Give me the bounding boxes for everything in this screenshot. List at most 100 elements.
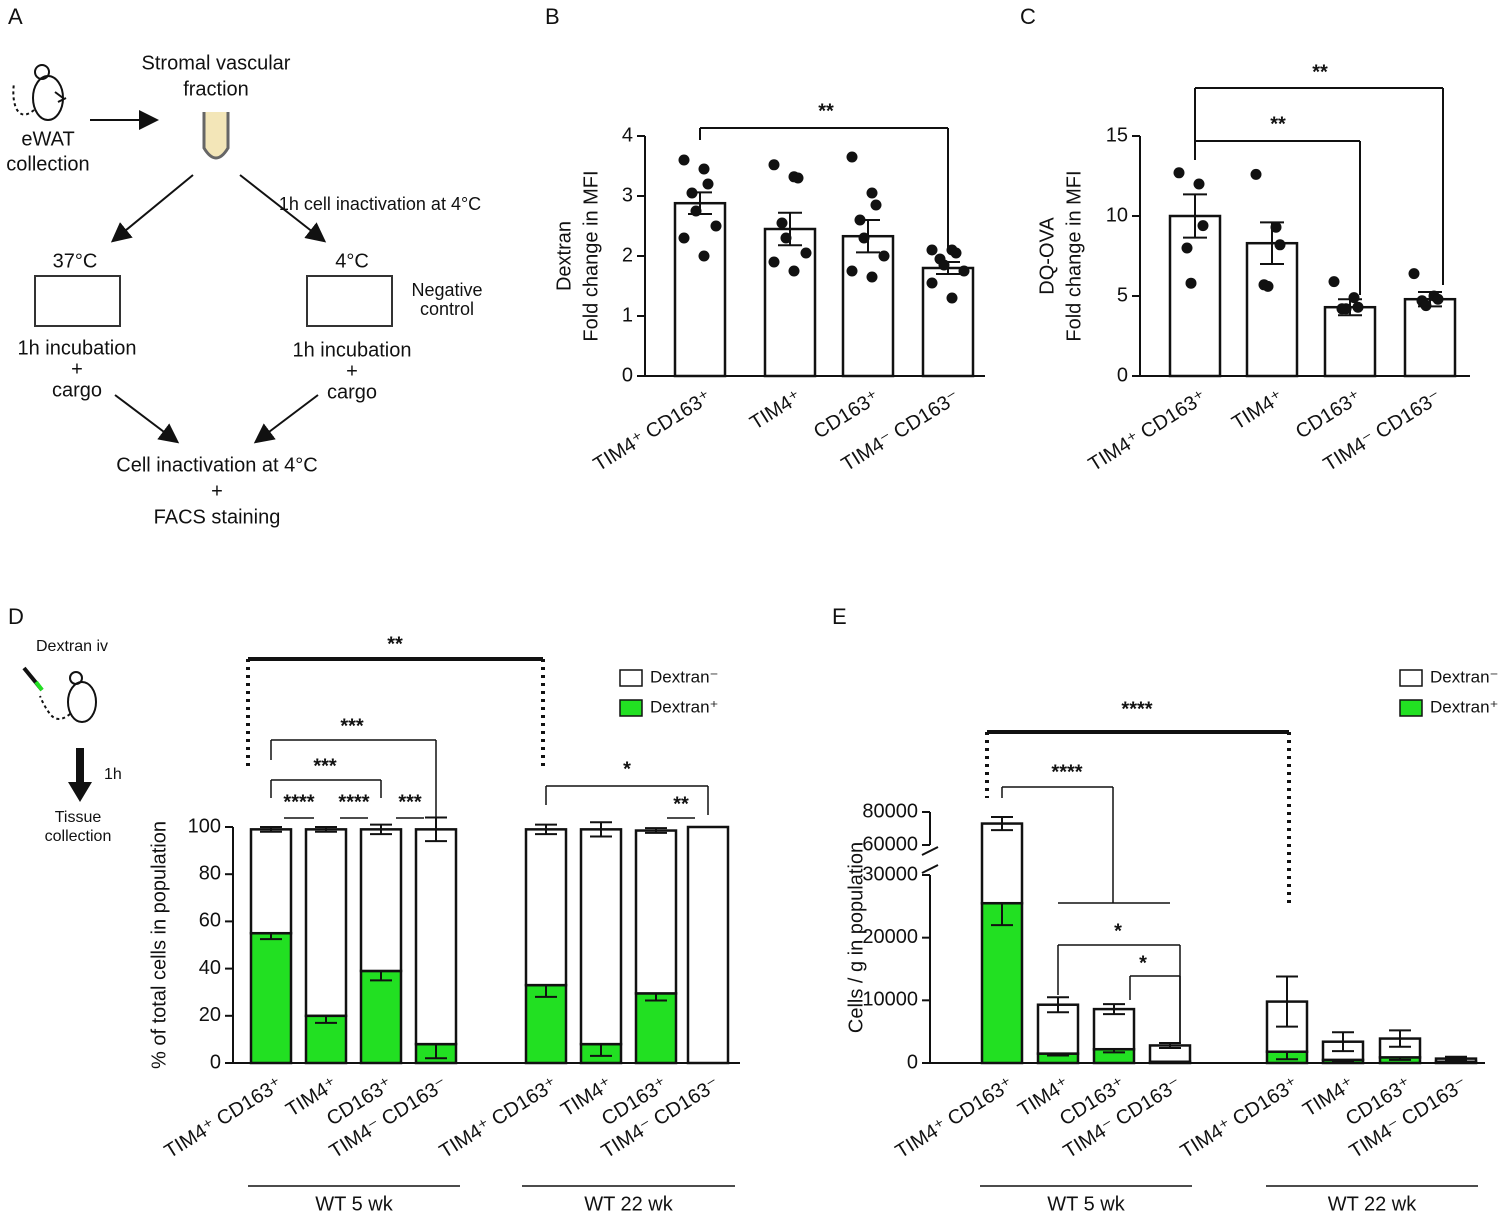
diagram-text: collection	[6, 153, 89, 175]
data-point	[776, 217, 788, 229]
panel-label: E	[832, 604, 847, 629]
y-tick-label: 3	[622, 184, 633, 206]
data-point	[678, 154, 690, 166]
y-tick-label: 40	[199, 957, 221, 979]
panel-d-inset: Dextran iv 1h Tissue collection	[22, 638, 122, 845]
bar-segment	[414, 828, 458, 1046]
diagram-text: 1h cell inactivation at 4°C	[279, 194, 481, 214]
diagram-text: Stromal vascular	[142, 52, 291, 74]
data-point	[866, 187, 878, 199]
data-point	[792, 172, 804, 184]
bar	[1168, 214, 1222, 378]
significance-label: ****	[338, 791, 369, 813]
significance-label: **	[673, 793, 689, 815]
diagram-text: Negative	[411, 280, 482, 300]
y-axis-label: Dextran	[553, 221, 575, 291]
y-tick-label: 80000	[862, 800, 918, 822]
data-point	[1348, 292, 1360, 304]
legend-label: Dextran⁻	[1430, 667, 1499, 686]
diagram-text: +	[211, 480, 223, 502]
data-point	[686, 187, 698, 199]
diagram-text: fraction	[183, 78, 249, 100]
y-tick-label: 5	[1117, 284, 1128, 306]
y-tick-label: 15	[1106, 124, 1128, 146]
x-tick-label: TIM4⁺ CD163⁺	[892, 1073, 1018, 1163]
data-point	[946, 292, 958, 304]
significance-label: *	[1139, 952, 1147, 974]
data-point	[926, 244, 938, 256]
group-label: WT 5 wk	[1047, 1193, 1125, 1215]
data-point	[1197, 220, 1209, 232]
bar-segment	[249, 931, 293, 1065]
diagram-text: +	[71, 358, 83, 380]
significance-label: **	[1270, 113, 1286, 135]
significance-label: ***	[398, 791, 422, 813]
significance-label: **	[818, 100, 834, 122]
data-point	[938, 259, 950, 271]
y-tick-label: 60000	[862, 833, 918, 855]
axis-break	[921, 846, 939, 874]
diagram-text: FACS staining	[154, 506, 281, 528]
arrow	[114, 394, 180, 444]
y-tick-label: 4	[622, 124, 633, 146]
diagram-text: cargo	[327, 381, 377, 403]
data-point	[950, 247, 962, 259]
data-point	[1181, 242, 1193, 254]
data-point	[768, 159, 780, 171]
x-tick-label: TIM4⁺ CD163⁺	[1085, 386, 1211, 476]
arrow	[253, 394, 319, 444]
data-point	[846, 265, 858, 277]
data-point	[768, 256, 780, 268]
y-tick-label: 80	[199, 862, 221, 884]
bar-segment	[634, 829, 678, 995]
data-point	[710, 220, 722, 232]
legend-label: Dextran⁺	[650, 697, 719, 716]
diagram-text: control	[420, 299, 474, 319]
y-axis-label: % of total cells in population	[148, 821, 170, 1069]
diagram-text: 1h incubation	[18, 337, 137, 359]
diagram-text: +	[346, 360, 358, 382]
bar-segment	[249, 828, 293, 935]
significance-label: ****	[1121, 698, 1152, 720]
bar-segment	[686, 825, 730, 1065]
significance-label: ****	[283, 791, 314, 813]
arrow	[239, 174, 327, 243]
significance-label: **	[387, 633, 403, 655]
data-point	[1340, 303, 1352, 315]
data-point	[958, 265, 970, 277]
panel-label: C	[1020, 4, 1036, 29]
bar	[1403, 297, 1457, 378]
y-tick-label: 10000	[862, 989, 918, 1011]
x-tick-label: TIM4⁺ CD163⁺	[590, 386, 716, 476]
data-point	[1420, 300, 1432, 312]
legend-swatch	[619, 669, 643, 687]
diagram-text: 4°C	[335, 250, 369, 272]
data-point	[1352, 301, 1364, 313]
y-tick-label: 2	[622, 244, 633, 266]
arrow	[68, 748, 92, 802]
inset-text: Dextran iv	[36, 638, 108, 655]
y-tick-label: 0	[622, 364, 633, 386]
mouse-icon	[12, 64, 67, 121]
y-tick-label: 10	[1106, 204, 1128, 226]
x-tick-label: TIM4⁺ CD163⁺	[436, 1073, 562, 1163]
data-point	[800, 247, 812, 259]
panel-a: A eWAT collection Stromal vascular fract…	[6, 4, 482, 528]
y-tick-label: 100	[188, 815, 221, 837]
legend-swatch	[1399, 669, 1423, 687]
diagram-text: 37°C	[53, 250, 98, 272]
significance-label: ***	[313, 755, 337, 777]
bar-segment	[980, 822, 1024, 905]
bar-segment	[1092, 1007, 1136, 1051]
data-point	[1185, 277, 1197, 289]
y-tick-label: 30000	[862, 863, 918, 885]
y-tick-label: 0	[1117, 364, 1128, 386]
significance-label: *	[623, 758, 631, 780]
data-point	[1250, 168, 1262, 180]
legend-swatch	[1399, 699, 1423, 717]
diagram-text: Cell inactivation at 4°C	[116, 454, 317, 476]
significance-label: **	[1312, 61, 1328, 83]
diagram-text: eWAT	[21, 128, 74, 150]
